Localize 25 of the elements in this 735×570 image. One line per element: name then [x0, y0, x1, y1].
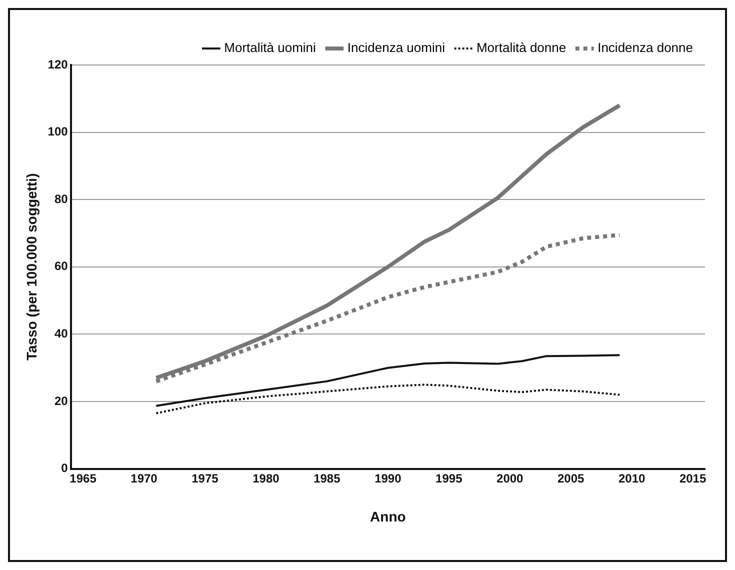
x-tick-label: 2015 [679, 471, 706, 486]
x-axis-title: Anno [370, 508, 406, 524]
y-tick-label: 100 [48, 124, 68, 139]
legend-label: Incidenza uomini [347, 40, 446, 56]
x-tick-label: 1985 [314, 471, 341, 486]
x-tick-label: 1990 [374, 471, 402, 486]
x-tick-label: 2010 [618, 471, 646, 486]
y-tick-label: 0 [61, 461, 68, 476]
x-tick-label: 2000 [496, 471, 524, 486]
x-tick-label: 1980 [252, 471, 280, 486]
legend-label: Mortalità donne [476, 40, 566, 56]
legend-label: Mortalità uomini [224, 40, 316, 56]
y-tick-label: 120 [48, 57, 68, 72]
y-tick-label: 40 [54, 326, 68, 341]
x-tick-label: 1975 [192, 471, 219, 486]
x-tick-label: 2005 [557, 471, 585, 486]
x-tick-label: 1970 [130, 471, 158, 486]
x-tick-label: 1995 [436, 471, 463, 486]
x-tick-label: 1965 [70, 471, 97, 486]
y-tick-label: 80 [54, 192, 68, 206]
y-tick-label: 20 [54, 394, 68, 408]
y-axis-title: Tasso (per 100.000 soggetti) [23, 173, 40, 361]
y-tick-label: 60 [54, 259, 68, 274]
legend-label: Incidenza donne [598, 40, 694, 56]
line-series [155, 384, 621, 414]
